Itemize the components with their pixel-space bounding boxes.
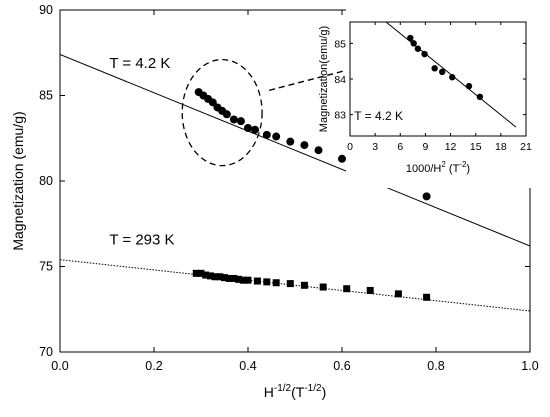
main-square-point xyxy=(202,271,210,279)
inset-circle-point xyxy=(465,82,473,90)
main-square-point xyxy=(221,274,228,282)
inset-xtick-label: 9 xyxy=(423,141,429,153)
main-xtick-label: 1.0 xyxy=(521,359,538,373)
main-square-point xyxy=(423,293,431,301)
main-square-point xyxy=(230,274,238,282)
inset-xtick-label: 15 xyxy=(470,141,482,153)
main-x-axis-title: H-1/2(T-1/2) xyxy=(264,383,326,400)
main-circle-point xyxy=(229,115,238,124)
inset-circle-point xyxy=(414,45,422,52)
main-square-point xyxy=(343,285,351,293)
inset-plot-background xyxy=(346,8,546,188)
inset-xtick-label: 21 xyxy=(520,141,532,153)
inset-xtick-label: 3 xyxy=(372,141,378,153)
inset-circle-point xyxy=(431,65,438,72)
inset-xtick-label: 6 xyxy=(397,141,403,153)
main-square-point xyxy=(192,269,200,277)
inset-circle-point xyxy=(438,68,446,76)
main-square-point xyxy=(206,272,214,280)
inset-xtick-label: 18 xyxy=(495,141,507,153)
main-square-point xyxy=(286,280,294,288)
inset-xtick-label: 0 xyxy=(347,141,353,153)
main-square-point xyxy=(253,277,261,285)
main-square-point xyxy=(211,273,219,281)
inset-x-axis-title: 1000/H2 (T-2) xyxy=(406,160,470,175)
highlight-circle xyxy=(181,58,263,167)
main-xtick-label: 0.4 xyxy=(239,359,256,373)
inset-plot: 0 3 6 9 12 15 18 21 83 84 85 T = 4.2 K Magnetizat… xyxy=(318,8,546,188)
main-circle-point xyxy=(222,110,231,119)
main-circle-point xyxy=(262,130,271,139)
inset-ytick-label: 83 xyxy=(334,110,346,122)
main-square-point xyxy=(366,286,374,294)
main-circle-point xyxy=(251,125,260,134)
main-annotation-1: T = 293 K xyxy=(109,231,174,248)
main-square-point xyxy=(300,281,308,289)
main-circle-point xyxy=(422,192,431,201)
main-fit-line-0 xyxy=(60,53,530,247)
main-ytick-label: 70 xyxy=(39,345,53,359)
main-circle-point xyxy=(286,137,295,146)
main-annotation-0: T = 4.2 K xyxy=(109,55,170,72)
main-circle-point xyxy=(300,141,309,150)
main-square-point xyxy=(225,274,233,282)
main-circle-point xyxy=(272,132,281,141)
main-square-point xyxy=(319,283,327,291)
main-xtick-label: 0.2 xyxy=(145,359,162,373)
inset-ytick-label: 85 xyxy=(334,38,346,50)
main-ytick-label: 75 xyxy=(39,260,53,274)
main-square-point xyxy=(239,276,247,284)
main-xtick-label: 0.6 xyxy=(333,359,350,373)
main-circle-point xyxy=(338,154,346,163)
inset-circle-point xyxy=(449,74,456,81)
main-square-point xyxy=(263,278,271,286)
main-circle-point xyxy=(314,146,323,155)
main-square-point xyxy=(216,273,224,281)
main-square-point xyxy=(272,279,280,287)
inset-ytick-label: 84 xyxy=(334,74,346,86)
main-y-axis-title: Magnetization (emu/g) xyxy=(10,111,26,250)
main-square-point xyxy=(394,290,402,298)
main-fit-line-1 xyxy=(60,259,530,312)
main-xtick-label: 0.0 xyxy=(51,359,68,373)
main-circle-point xyxy=(208,98,217,107)
inset-y-axis-title: Magnetization(emu/g) xyxy=(318,26,330,132)
inset-xtick-label: 12 xyxy=(445,141,457,153)
inset-circle-point xyxy=(410,40,417,47)
main-square-point xyxy=(197,269,205,277)
main-xtick-label: 0.8 xyxy=(427,359,444,373)
inset-circle-point xyxy=(476,93,484,101)
main-ytick-label: 90 xyxy=(39,3,53,17)
main-ytick-label: 85 xyxy=(39,89,53,103)
inset-circle-point xyxy=(407,34,414,42)
main-circle-point xyxy=(244,123,252,132)
main-ytick-label: 80 xyxy=(39,174,53,188)
main-circle-point xyxy=(236,117,245,126)
inset-annotation-0: T = 4.2 K xyxy=(354,109,403,123)
main-square-point xyxy=(244,276,252,284)
inset-circle-point xyxy=(421,50,428,58)
main-square-point xyxy=(235,275,243,283)
